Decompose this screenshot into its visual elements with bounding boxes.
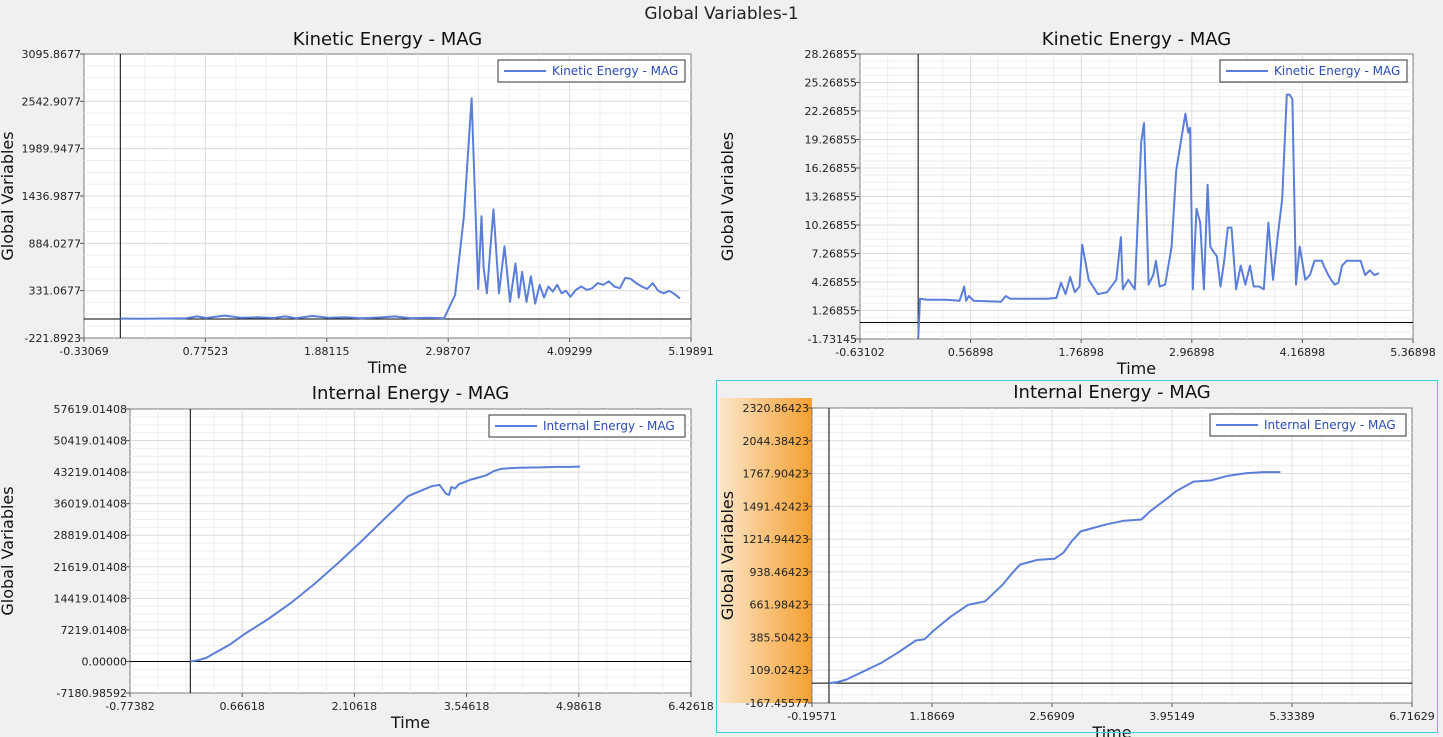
y-tick-label: 57619.01408 — [54, 403, 127, 416]
legend-label: Internal Energy - MAG — [1264, 418, 1396, 432]
x-tick-label: 5.36898 — [1390, 346, 1436, 359]
x-tick-label: 1.88115 — [304, 345, 350, 358]
y-axis-label: Global Variables — [718, 491, 737, 620]
series-line — [917, 93, 1380, 339]
y-tick-label: 7219.01408 — [61, 624, 127, 637]
y-tick-label: 0.00000 — [82, 655, 128, 668]
series-line — [120, 97, 681, 320]
y-tick-label: 13.26855 — [805, 191, 858, 204]
y-tick-label: 661.98423 — [750, 599, 810, 612]
x-tick-label: -0.33069 — [59, 345, 108, 358]
x-tick-label: 4.16898 — [1280, 346, 1326, 359]
y-tick-label: -7180.98592 — [57, 687, 127, 700]
y-tick-label: 7.26855 — [812, 248, 858, 261]
legend: Internal Energy - MAG — [488, 414, 686, 438]
y-tick-label: 22.26855 — [805, 105, 858, 118]
x-tick-label: 2.10618 — [332, 700, 378, 713]
y-tick-label: 21619.01408 — [54, 561, 127, 574]
x-tick-label: -0.63102 — [835, 346, 884, 359]
y-axis-label: Global Variables — [0, 131, 17, 260]
x-tick-label: 1.18669 — [909, 710, 955, 723]
y-tick-label: 2044.38423 — [743, 435, 809, 448]
x-tick-label: 4.09299 — [547, 345, 593, 358]
x-tick-label: 1.76898 — [1058, 346, 1104, 359]
x-tick-label: 2.96898 — [1169, 346, 1215, 359]
window-title: Global Variables-1 — [644, 4, 799, 24]
x-tick-label: 0.66618 — [219, 700, 265, 713]
y-tick-label: 109.02423 — [750, 664, 810, 677]
x-tick-label: 2.56909 — [1029, 710, 1075, 723]
x-tick-label: 0.56898 — [948, 346, 994, 359]
x-tick-label: 5.19891 — [668, 345, 714, 358]
y-tick-label: 1214.94423 — [743, 533, 809, 546]
y-tick-label: 385.50423 — [750, 631, 810, 644]
x-tick-label: 6.71629 — [1389, 710, 1435, 723]
legend: Kinetic Energy - MAG — [1219, 59, 1408, 83]
y-tick-label: -1.73145 — [808, 333, 857, 346]
y-tick-label: 14419.01408 — [54, 592, 127, 605]
x-tick-label: 3.54618 — [444, 700, 490, 713]
x-tick-label: -0.77382 — [105, 700, 154, 713]
x-axis-label: Time — [367, 358, 407, 377]
y-tick-label: 1767.90423 — [743, 468, 809, 481]
x-axis-label: Time — [1091, 723, 1131, 737]
y-tick-label: 1436.9877 — [22, 190, 82, 203]
legend: Internal Energy - MAG — [1209, 413, 1407, 437]
chart-title: Kinetic Energy - MAG — [1042, 29, 1231, 50]
chart-title: Internal Energy - MAG — [1013, 382, 1211, 403]
legend-label: Internal Energy - MAG — [543, 419, 675, 433]
legend-box — [1209, 413, 1407, 437]
series-line — [190, 465, 580, 663]
x-tick-label: 4.98618 — [556, 700, 602, 713]
y-tick-label: 50419.01408 — [54, 435, 127, 448]
x-tick-label: 3.95149 — [1149, 710, 1195, 723]
x-tick-label: 5.33389 — [1269, 710, 1315, 723]
y-tick-label: 16.26855 — [805, 162, 858, 175]
chart-4: -0.19571 1.18669 2.56909 3.95149 5.33389 6.71… — [718, 382, 1435, 737]
legend-label: Kinetic Energy - MAG — [552, 64, 678, 78]
y-axis-highlight — [720, 398, 812, 703]
y-tick-label: 36019.01408 — [54, 498, 127, 511]
x-axis-label: Time — [1116, 359, 1156, 378]
x-tick-label: 6.42618 — [668, 700, 714, 713]
y-tick-label: 4.26855 — [812, 276, 858, 289]
x-tick-label: 2.98707 — [425, 345, 471, 358]
y-tick-label: 1989.9477 — [22, 143, 82, 156]
y-tick-label: 884.0277 — [29, 237, 82, 250]
y-axis-label: Global Variables — [0, 486, 17, 615]
y-tick-label: 19.26855 — [805, 134, 858, 147]
chart-3: -0.77382 0.66618 2.10618 3.54618 4.98618 6.42… — [0, 383, 714, 732]
chart-title: Kinetic Energy - MAG — [293, 29, 482, 50]
y-tick-label: -167.45577 — [746, 697, 809, 710]
y-tick-label: 25.26855 — [805, 77, 858, 90]
y-tick-label: 43219.01408 — [54, 466, 127, 479]
y-tick-label: 28819.01408 — [54, 529, 127, 542]
legend-label: Kinetic Energy - MAG — [1274, 64, 1400, 78]
y-tick-label: 2542.9077 — [22, 95, 82, 108]
y-tick-label: 1.26855 — [812, 305, 858, 318]
legend-box — [1219, 59, 1408, 83]
y-tick-label: 1491.42423 — [743, 500, 809, 513]
series-line — [828, 471, 1281, 685]
chart-1: -0.33069 0.77523 1.88115 2.98707 4.09299 5.19… — [0, 29, 714, 377]
legend: Kinetic Energy - MAG — [497, 59, 686, 83]
x-tick-label: 0.77523 — [183, 345, 229, 358]
y-tick-label: -221.8923 — [25, 332, 81, 345]
legend-box — [488, 414, 686, 438]
y-tick-label: 2320.86423 — [743, 402, 809, 415]
legend-box — [497, 59, 686, 83]
chart-title: Internal Energy - MAG — [312, 383, 510, 404]
y-tick-label: 331.0677 — [29, 285, 82, 298]
y-axis-label: Global Variables — [718, 132, 737, 261]
y-tick-label: 10.26855 — [805, 219, 858, 232]
y-tick-label: 3095.8677 — [22, 48, 82, 61]
y-tick-label: 28.26855 — [805, 48, 858, 61]
y-tick-label: 938.46423 — [750, 566, 810, 579]
chart-2: -0.63102 0.56898 1.76898 2.96898 4.16898 5.36… — [718, 29, 1436, 378]
x-axis-label: Time — [390, 713, 430, 732]
x-tick-label: -0.19571 — [787, 710, 836, 723]
